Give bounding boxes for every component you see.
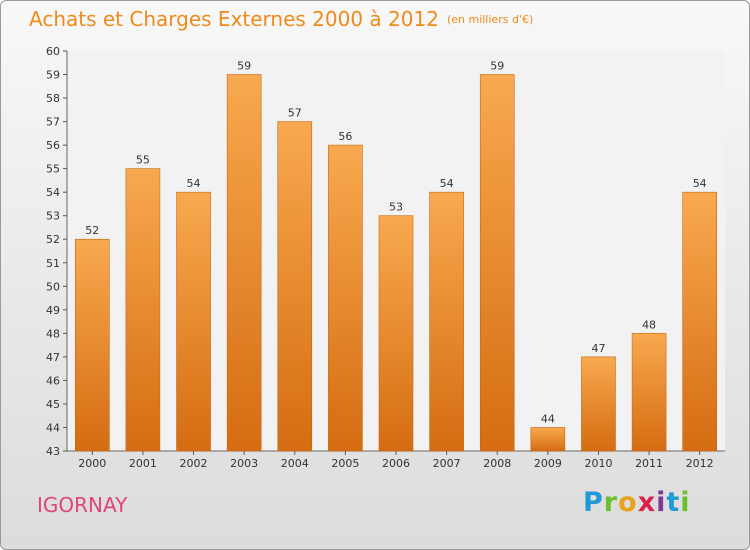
x-tick-label-2012: 2012: [686, 457, 714, 470]
bar-2007: [429, 191, 464, 452]
data-label-2000: 52: [85, 224, 99, 237]
data-label-2007: 54: [440, 177, 454, 190]
logo-letter: t: [666, 487, 681, 518]
y-tick-label: 52: [46, 233, 60, 246]
commune-name: IGORNAY: [37, 493, 128, 517]
y-tick-label: 53: [46, 210, 60, 223]
x-tick-label-2004: 2004: [281, 457, 309, 470]
data-label-2009: 44: [541, 412, 555, 425]
y-tick-label: 58: [46, 92, 60, 105]
y-tick-label: 48: [46, 327, 60, 340]
y-tick-label: 49: [46, 304, 60, 317]
plot-area: 43 44 45 46 47 48 49 50 51 52 53 54 55 56 57 58 59 60 52 20…: [46, 45, 725, 470]
bar-2011: [631, 333, 667, 452]
bar-2006: [378, 215, 414, 452]
data-label-2011: 48: [642, 318, 656, 331]
logo-letter: x: [637, 487, 657, 518]
y-tick-label: 46: [46, 374, 60, 387]
x-tick-label-2000: 2000: [78, 457, 106, 470]
bar-2000: [75, 238, 110, 452]
y-tick-label: 56: [46, 139, 60, 152]
data-label-2001: 55: [136, 154, 150, 167]
y-tick-label: 43: [46, 445, 60, 458]
data-label-2008: 59: [490, 60, 504, 73]
x-tick-label-2002: 2002: [180, 457, 208, 470]
y-tick-label: 50: [46, 280, 60, 293]
y-tick-label: 47: [46, 351, 60, 364]
bar-2002: [176, 191, 211, 452]
logo-letter: r: [603, 487, 619, 518]
title-text: Achats et Charges Externes 2000 à 2012: [29, 7, 439, 31]
y-tick-label: 51: [46, 257, 60, 270]
bar-2010: [581, 356, 616, 452]
data-label-2010: 47: [591, 342, 605, 355]
x-tick-label-2003: 2003: [230, 457, 258, 470]
bar-2003: [226, 74, 262, 452]
x-tick-label-2009: 2009: [534, 457, 562, 470]
data-label-2006: 53: [389, 201, 403, 214]
data-label-2004: 57: [288, 107, 302, 120]
logo-letter: i: [680, 487, 691, 518]
y-tick-label: 60: [46, 45, 60, 58]
bar-2008: [479, 74, 515, 452]
x-tick-label-2001: 2001: [129, 457, 157, 470]
logo-letter: o: [618, 487, 638, 518]
y-tick-label: 44: [46, 421, 60, 434]
data-label-2012: 54: [693, 177, 707, 190]
logo-letter: i: [656, 487, 667, 518]
proxiti-logo: Proxiti: [583, 487, 691, 518]
bar-2012: [682, 191, 717, 452]
y-tick-label: 57: [46, 116, 60, 129]
x-tick-label-2010: 2010: [584, 457, 612, 470]
bar-2001: [125, 168, 161, 452]
bar-2005: [328, 144, 363, 452]
chart-unit: (en milliers d'€): [446, 13, 534, 26]
bar-2009: [530, 427, 566, 452]
y-tick-label: 55: [46, 163, 60, 176]
bar-2004: [277, 121, 313, 452]
logo-letter: P: [583, 487, 604, 518]
x-tick-label-2008: 2008: [483, 457, 511, 470]
data-label-2002: 54: [187, 177, 201, 190]
x-tick-label-2005: 2005: [331, 457, 359, 470]
chart-title: Achats et Charges Externes 2000 à 2012 (e…: [29, 7, 533, 31]
data-label-2003: 59: [237, 60, 251, 73]
x-tick-label-2007: 2007: [433, 457, 461, 470]
x-tick-label-2011: 2011: [635, 457, 663, 470]
y-tick-label: 54: [46, 186, 60, 199]
y-tick-label: 59: [46, 69, 60, 82]
x-tick-label-2006: 2006: [382, 457, 410, 470]
y-tick-label: 45: [46, 398, 60, 411]
data-label-2005: 56: [338, 130, 352, 143]
